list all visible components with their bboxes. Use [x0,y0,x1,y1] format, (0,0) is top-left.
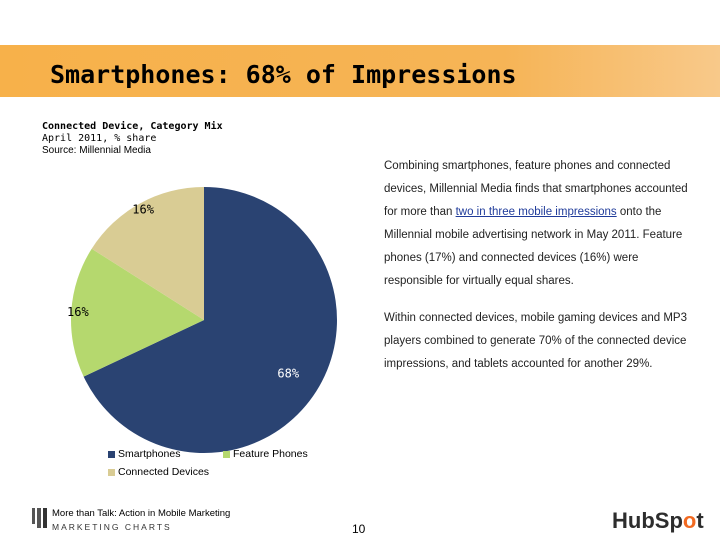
para1-text-b: onto the Millennial mobile advertising n… [384,206,683,287]
footer-brand: MARKETING CHARTS [52,522,172,532]
legend-item-connected-devices: Connected Devices [108,466,209,478]
pie-label-feature-phones: 16% [67,305,89,319]
chart-source: Source: Millennial Media [42,145,151,156]
pie-label-connected-devices: 16% [132,202,154,216]
body-paragraph-2: Within connected devices, mobile gaming … [384,312,687,370]
logo-bar-3 [43,508,47,528]
hubspot-logo-o: o [682,508,697,533]
legend-label-connected-devices: Connected Devices [118,466,210,478]
legend-swatch-smartphones [108,450,115,458]
pie-slice-connected-devices [91,187,204,320]
page-number: 10 [352,522,366,536]
chart-date: April 2011, % share [42,133,157,144]
hubspot-logo-text-a: HubSp [612,508,683,533]
hubspot-logo-text-b: t [696,508,704,533]
legend-swatch-connected-devices [108,468,115,476]
logo-bar-2 [37,508,41,528]
pie-chart: 68% 16% 16% [67,187,338,453]
footer-tagline: More than Talk: Action in Mobile Marketi… [52,508,231,519]
logo-bar-1 [32,508,35,524]
legend-item-feature-phones: Feature Phones [223,448,308,460]
para1-text-a: Combining smartphones, feature phones an… [384,160,688,218]
slide-title: Smartphones: 68% of Impressions [50,60,517,89]
pie-slice-feature-phones [71,248,204,377]
legend-item-smartphones: Smartphones [108,448,180,460]
chart-subtitle: Connected Device, Category Mix [42,121,223,132]
para1-link[interactable]: two in three mobile impressions [455,206,617,218]
pie-label-smartphones: 68% [277,366,299,380]
hubspot-logo: HubSpot [612,508,704,534]
pie-slice-smartphones [83,187,338,453]
body-paragraph-1: Combining smartphones, feature phones an… [384,155,699,293]
legend-label-smartphones: Smartphones [118,448,181,460]
title-band [0,45,720,97]
legend-swatch-feature-phones [223,450,230,458]
legend-label-feature-phones: Feature Phones [233,448,308,460]
